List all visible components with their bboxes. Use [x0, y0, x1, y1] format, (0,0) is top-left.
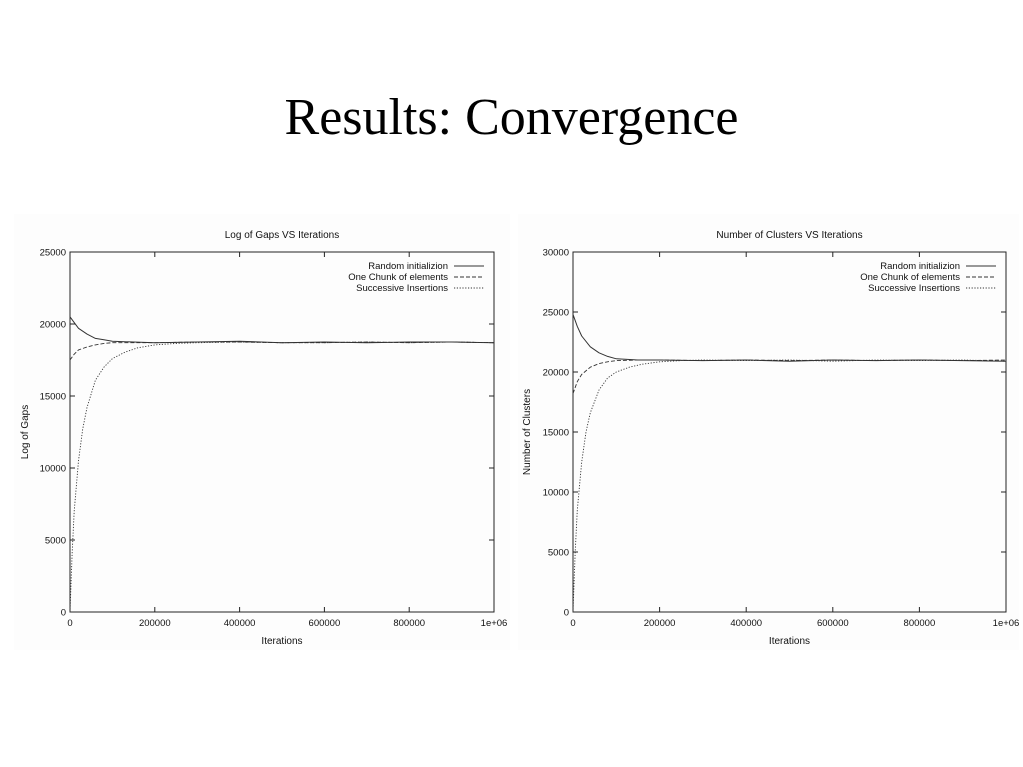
y-tick-label: 20000 — [543, 368, 569, 379]
y-tick-label: 25000 — [40, 248, 66, 259]
legend-label: Random initializion — [880, 261, 960, 272]
y-axis-label: Log of Gaps — [20, 405, 31, 459]
x-tick-label: 600000 — [309, 618, 341, 629]
x-tick-label: 200000 — [139, 618, 171, 629]
y-axis-label: Number of Clusters — [522, 389, 533, 475]
x-tick-label: 0 — [570, 618, 575, 629]
x-tick-label: 200000 — [644, 618, 676, 629]
x-tick-label: 1e+06 — [481, 618, 508, 629]
y-tick-label: 10000 — [543, 488, 569, 499]
series-line-solid — [572, 314, 1007, 362]
clusters-chart-panel: Number of Clusters VS Iterations 0 200000 4… — [518, 214, 1019, 650]
slide-title: Results: Convergence — [284, 89, 739, 146]
y-tick-label: 20000 — [40, 320, 66, 331]
x-tick-label: 1e+06 — [993, 618, 1019, 629]
x-axis-label: Iterations — [769, 636, 810, 647]
y-tick-label: 10000 — [40, 464, 66, 475]
y-tick-label: 5000 — [45, 536, 66, 547]
legend-label: One Chunk of elements — [348, 272, 448, 283]
x-tick-label: 0 — [67, 618, 72, 629]
x-tick-label: 800000 — [393, 618, 425, 629]
legend-label: Random initializion — [368, 261, 448, 272]
legend-label: One Chunk of elements — [860, 272, 960, 283]
x-tick-label: 800000 — [904, 618, 936, 629]
series-line-solid — [69, 316, 495, 344]
y-tick-label: 0 — [61, 608, 66, 619]
series-line-dotted — [572, 359, 1007, 613]
x-tick-label: 400000 — [730, 618, 762, 629]
y-tick-label: 5000 — [548, 548, 569, 559]
y-tick-label: 0 — [564, 608, 569, 619]
legend-label: Successive Insertions — [356, 283, 448, 294]
y-tick-label: 25000 — [543, 308, 569, 319]
plot-frame — [572, 251, 1007, 613]
chart-title: Number of Clusters VS Iterations — [716, 230, 862, 241]
y-tick-label: 15000 — [40, 392, 66, 403]
y-tick-label: 30000 — [543, 248, 569, 259]
plot-frame — [69, 251, 495, 613]
x-axis-label: Iterations — [261, 636, 302, 647]
series-line-dotted — [69, 341, 495, 613]
chart-title: Log of Gaps VS Iterations — [225, 230, 340, 241]
x-tick-label: 400000 — [224, 618, 256, 629]
x-tick-label: 600000 — [817, 618, 849, 629]
y-tick-label: 15000 — [543, 428, 569, 439]
gaps-chart-panel: Log of Gaps VS Iterations 0 200000 400000 60… — [14, 214, 510, 650]
series-line-dashed — [69, 341, 495, 361]
series-line-dashed — [572, 359, 1007, 394]
legend-label: Successive Insertions — [868, 283, 960, 294]
